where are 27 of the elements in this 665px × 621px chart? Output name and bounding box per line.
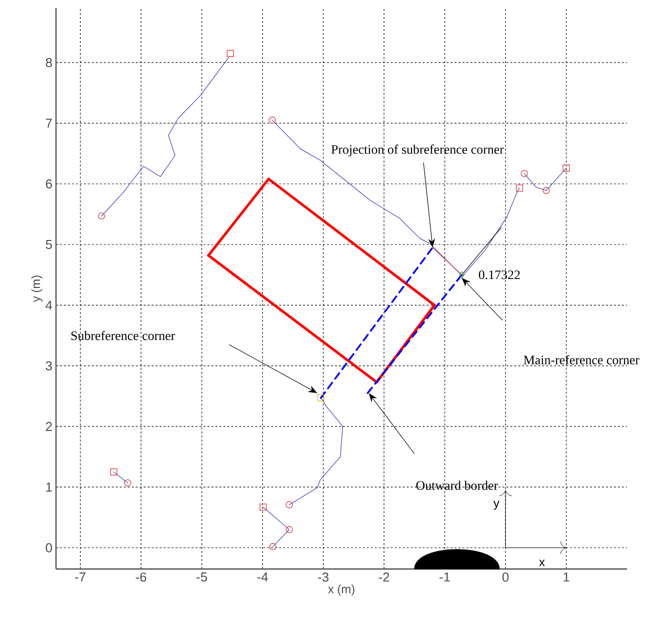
x-tick-label: -7 (75, 572, 86, 582)
annotation: Main-reference corner (524, 355, 640, 364)
x-tick-label: -5 (196, 572, 208, 582)
annotation: y (493, 500, 500, 510)
annotation: x (539, 560, 545, 566)
x-tick-label: -4 (257, 572, 268, 582)
x-tick-label: -6 (136, 572, 146, 582)
x-tick-label: 0 (502, 572, 509, 582)
y-tick-label: 8 (46, 58, 52, 68)
y-tick-label: 5 (46, 240, 52, 250)
x-tick-label: -3 (318, 572, 328, 582)
y-tick-label: 7 (46, 118, 52, 128)
y-tick-label: 0 (46, 543, 52, 552)
y-tick-label: 4 (46, 300, 52, 310)
x-tick-label: -2 (378, 572, 390, 582)
y-tick-label: 1 (46, 482, 52, 492)
annotation: Outward border (416, 480, 498, 490)
x-tick-label: -1 (440, 572, 450, 582)
y-tick-label: 2 (46, 422, 52, 431)
annotation: Projection of subreference corner (331, 144, 504, 156)
x-axis-title: x (m) (328, 584, 354, 596)
y-tick-label: 6 (46, 179, 52, 188)
y-tick-label: 3 (46, 361, 52, 370)
x-tick-label: 1 (564, 572, 570, 582)
annotation: 0.17322 (478, 270, 520, 280)
annotation: Subreference corner (71, 330, 176, 340)
y-axis-title: y (m) (31, 276, 42, 302)
